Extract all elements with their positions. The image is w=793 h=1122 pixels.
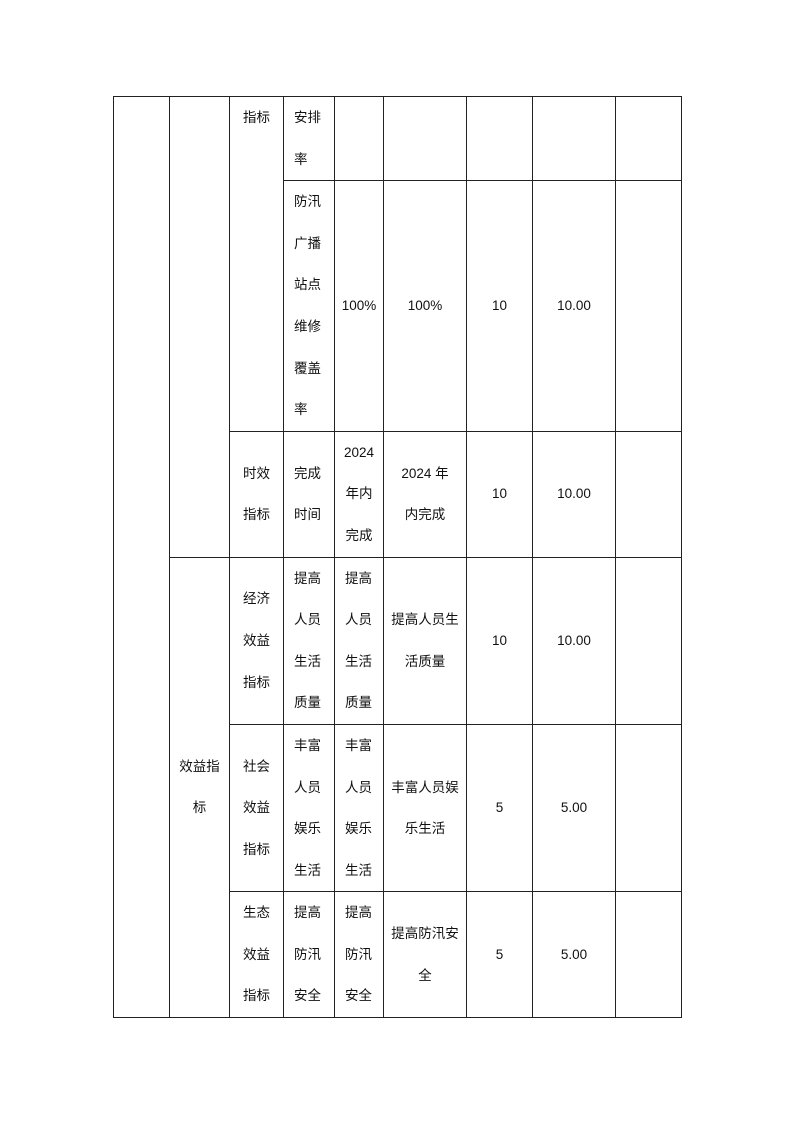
performance-indicator-table: 指标 安排率 防汛广播站点维修覆盖率 100% 100% 10 10.00 时效…: [113, 95, 682, 1019]
actual-cell: 丰富人员娱乐生活: [383, 723, 467, 893]
target-cell: 提高防汛安全: [334, 891, 384, 1019]
table-row: 生态效益指标 提高防汛安全 提高防汛安全 提高防汛安全 5 5.00: [114, 891, 682, 1019]
indicator-cell: 提高防汛安全: [283, 891, 335, 1019]
note-cell: [615, 723, 682, 893]
weight-cell: 10: [466, 430, 533, 558]
score-cell: [532, 95, 616, 182]
weight-cell: 10: [466, 180, 533, 432]
target-cell: [334, 95, 384, 182]
actual-cell: 提高防汛安全: [383, 891, 467, 1019]
table-row: 时效指标 完成时间 2024年内完成 2024 年内完成 10 10.00: [114, 430, 682, 558]
score-cell: 5.00: [532, 891, 616, 1019]
score-cell: 10.00: [532, 180, 616, 432]
category-level2-cell: 效益指标: [169, 556, 230, 1019]
note-cell: [615, 556, 682, 725]
actual-cell: 提高人员生活质量: [383, 556, 467, 725]
indicator-cell: 防汛广播站点维修覆盖率: [283, 180, 335, 432]
actual-cell: 100%: [383, 180, 467, 432]
actual-cell: 2024 年内完成: [383, 430, 467, 558]
indicator-cell: 安排率: [283, 95, 335, 182]
target-cell: 100%: [334, 180, 384, 432]
category-level2-cell: [169, 96, 230, 558]
note-cell: [615, 430, 682, 558]
target-cell: 提高人员生活质量: [334, 556, 384, 725]
weight-cell: [466, 95, 533, 182]
indicator-cell: 丰富人员娱乐生活: [283, 723, 335, 893]
target-cell: 2024年内完成: [334, 430, 384, 558]
note-cell: [615, 95, 682, 182]
indicator-cell: 完成时间: [283, 430, 335, 558]
category-level3-cell: 时效指标: [229, 430, 284, 558]
category-level3-cell: 经济效益指标: [229, 556, 284, 725]
weight-cell: 5: [466, 723, 533, 893]
table-row: 效益指标 经济效益指标 提高人员生活质量 提高人员生活质量 提高人员生活质量 1…: [114, 556, 682, 1019]
score-cell: 10.00: [532, 430, 616, 558]
category-level1-cell: [113, 95, 170, 1019]
category-level3-cell: 指标: [229, 96, 284, 432]
target-cell: 丰富人员娱乐生活: [334, 723, 384, 893]
category-level3-cell: 生态效益指标: [229, 891, 284, 1019]
actual-cell: [383, 95, 467, 182]
score-cell: 5.00: [532, 723, 616, 893]
score-cell: 10.00: [532, 556, 616, 725]
table-row: 防汛广播站点维修覆盖率 100% 100% 10 10.00: [114, 180, 682, 432]
weight-cell: 10: [466, 556, 533, 725]
table-row: 指标 安排率: [113, 95, 682, 1019]
category-level3-cell: 社会效益指标: [229, 723, 284, 893]
note-cell: [615, 891, 682, 1019]
indicator-cell: 提高人员生活质量: [283, 556, 335, 725]
weight-cell: 5: [466, 891, 533, 1019]
table-row: 社会效益指标 丰富人员娱乐生活 丰富人员娱乐生活 丰富人员娱乐生活 5 5.00: [114, 723, 682, 893]
note-cell: [615, 180, 682, 432]
